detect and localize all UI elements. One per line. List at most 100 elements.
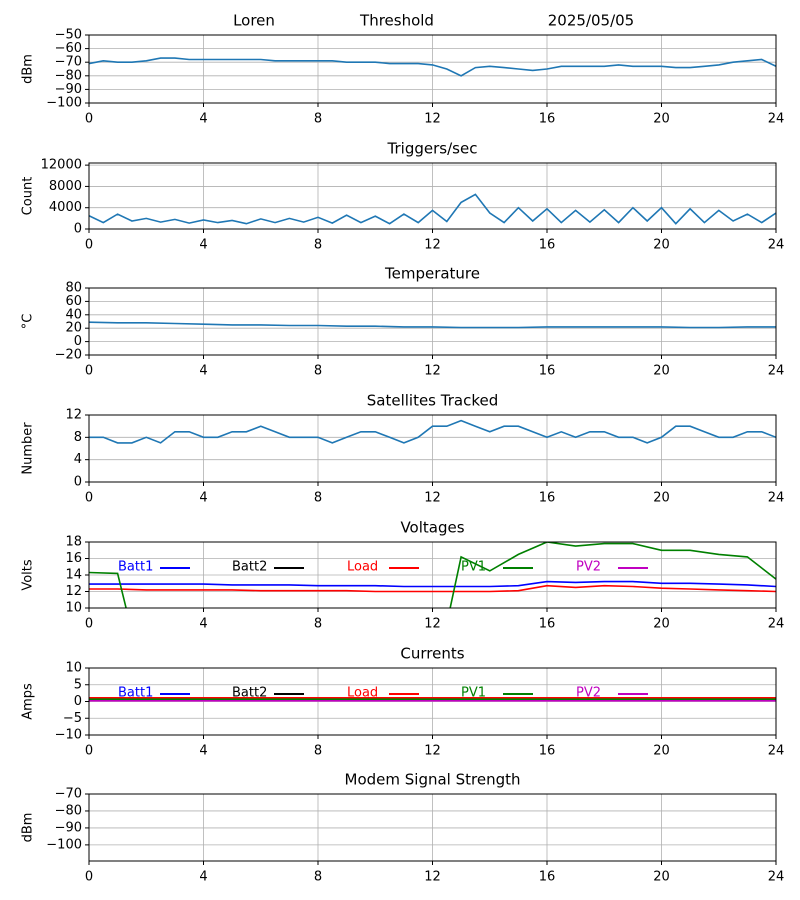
legend-label: Batt1 — [118, 686, 153, 701]
y-tick-label: −20 — [55, 348, 82, 363]
x-tick-label: 20 — [653, 617, 670, 632]
x-tick-label: 20 — [653, 112, 670, 127]
x-tick-label: 24 — [768, 238, 785, 253]
legend-label: PV1 — [461, 560, 486, 575]
y-tick-label: 0 — [74, 334, 82, 349]
series-line — [89, 419, 776, 444]
y-tick-label: 5 — [74, 677, 82, 692]
panel: Loren Threshold 2025/05/050 4 8 12 16 20 24−100−… — [21, 12, 785, 127]
x-tick-label: 12 — [424, 112, 441, 127]
x-tick-label: 4 — [199, 744, 207, 759]
plot-frame — [88, 793, 777, 862]
y-tick-label: −70 — [55, 787, 82, 802]
plot-frame — [88, 414, 777, 483]
x-tick-label: 16 — [539, 744, 556, 759]
x-tick-label: 4 — [199, 491, 207, 506]
y-tick-label: 4000 — [49, 200, 82, 215]
y-tick-label: 10 — [65, 661, 82, 676]
y-tick-label: 60 — [65, 294, 82, 309]
x-tick-label: 8 — [314, 238, 322, 253]
chart-title: Threshold — [359, 12, 434, 30]
series-line — [89, 584, 776, 593]
x-tick-label: 8 — [314, 112, 322, 127]
plot-frame — [88, 287, 777, 356]
series-line — [89, 542, 776, 608]
chart-title: Modem Signal Strength — [345, 771, 521, 789]
x-tick-label: 4 — [199, 870, 207, 885]
chart-title: 2025/05/05 — [548, 12, 634, 30]
x-tick-label: 8 — [314, 617, 322, 632]
y-tick-label: 8 — [74, 430, 82, 445]
x-tick-label: 20 — [653, 744, 670, 759]
legend-label: PV1 — [461, 686, 486, 701]
x-tick-label: 12 — [424, 617, 441, 632]
x-tick-label: 0 — [85, 364, 93, 379]
panel: Modem Signal Strength 0 4 8 12 16 20 24 −100 −90 −… — [21, 771, 785, 885]
x-tick-label: 24 — [768, 112, 785, 127]
y-tick-label: −90 — [55, 820, 82, 835]
y-tick-label: 0 — [74, 222, 82, 237]
y-tick-label: 18 — [65, 535, 82, 550]
x-tick-label: 16 — [539, 617, 556, 632]
y-axis-label: Count — [21, 177, 36, 216]
x-tick-label: 0 — [85, 491, 93, 506]
x-tick-label: 16 — [539, 364, 556, 379]
x-tick-label: 0 — [85, 112, 93, 127]
series-line — [89, 57, 776, 77]
x-tick-label: 0 — [85, 617, 93, 632]
x-tick-label: 16 — [539, 238, 556, 253]
panel: Satellites Tracked 0 4 8 12 16 20 24 0 4 8 12 Number — [21, 392, 785, 506]
x-tick-label: 20 — [653, 238, 670, 253]
legend-label: Batt2 — [232, 560, 267, 575]
x-tick-label: 4 — [199, 238, 207, 253]
series-line — [89, 580, 776, 588]
y-tick-label: 16 — [65, 551, 82, 566]
x-tick-label: 4 — [199, 112, 207, 127]
chart-title: Loren — [233, 12, 275, 30]
y-tick-label: 40 — [65, 307, 82, 322]
x-tick-label: 0 — [85, 744, 93, 759]
x-tick-label: 8 — [314, 744, 322, 759]
x-tick-label: 12 — [424, 870, 441, 885]
y-tick-label: 12 — [65, 408, 82, 423]
y-tick-label: 8000 — [49, 179, 82, 194]
y-tick-label: 20 — [65, 321, 82, 336]
panel: Triggers/sec 0 4 8 12 16 20 24 0 4000 8000 12000 Cou… — [21, 140, 785, 253]
x-tick-label: 12 — [424, 364, 441, 379]
chart-title: Currents — [400, 645, 464, 663]
legend-label: Load — [347, 560, 378, 575]
legend-label: Batt1 — [118, 560, 153, 575]
x-tick-label: 4 — [199, 364, 207, 379]
x-tick-label: 20 — [653, 491, 670, 506]
x-tick-label: 20 — [653, 870, 670, 885]
y-tick-label: 14 — [65, 568, 82, 583]
legend-label: PV2 — [576, 686, 601, 701]
y-tick-label: −70 — [55, 55, 82, 70]
chart-title: Satellites Tracked — [367, 392, 498, 410]
y-tick-label: −5 — [63, 711, 82, 726]
y-tick-label: 10 — [65, 601, 82, 616]
x-tick-label: 0 — [85, 238, 93, 253]
x-tick-label: 24 — [768, 744, 785, 759]
legend-label: PV2 — [576, 560, 601, 575]
y-tick-label: −90 — [55, 82, 82, 97]
chart-title: Triggers/sec — [387, 140, 478, 158]
x-tick-label: 4 — [199, 617, 207, 632]
x-tick-label: 20 — [653, 364, 670, 379]
x-tick-label: 12 — [424, 238, 441, 253]
y-tick-label: −80 — [55, 68, 82, 83]
y-tick-label: 12000 — [41, 158, 82, 173]
x-tick-label: 12 — [424, 744, 441, 759]
y-tick-label: −100 — [46, 96, 82, 111]
x-tick-label: 8 — [314, 364, 322, 379]
x-tick-label: 16 — [539, 112, 556, 127]
y-tick-label: 4 — [74, 452, 82, 467]
legend-label: Batt2 — [232, 686, 267, 701]
y-axis-label: dBm — [21, 813, 36, 843]
x-tick-label: 8 — [314, 491, 322, 506]
x-tick-label: 16 — [539, 870, 556, 885]
y-axis-label: Amps — [21, 683, 36, 720]
